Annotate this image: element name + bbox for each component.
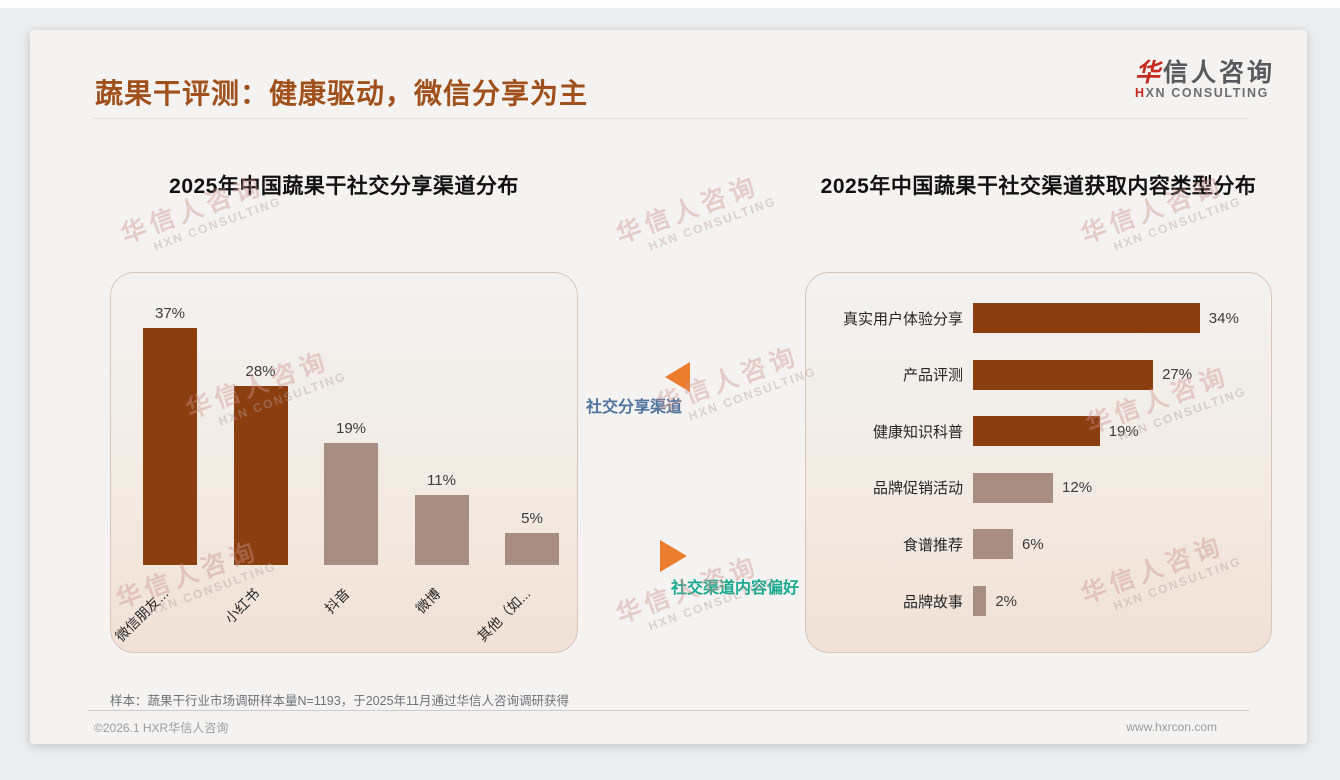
brand-watermark: 华信人咨询 HXN CONSULTING [612, 171, 779, 253]
chart-row: 品牌故事 2% [806, 586, 1271, 616]
bar-value-label: 6% [1022, 535, 1044, 553]
bar-品牌故事 [973, 586, 987, 616]
sample-note: 样本：蔬果干行业市场调研样本量N=1193，于2025年11月通过华信人咨询调研… [110, 694, 569, 708]
category-label: 微信朋友... [112, 585, 172, 645]
logo-chinese-text: 华信人咨询 [1134, 59, 1275, 87]
bar-微博 [414, 494, 469, 565]
chart-row: 健康知识科普 19% [806, 416, 1271, 447]
category-label: 食谱推荐 [902, 536, 963, 554]
bar-真实用户体验分享 [973, 303, 1200, 333]
share-channel-annotation: 社交分享渠道 [586, 399, 683, 416]
content-preference-annotation: 社交渠道内容偏好 [671, 580, 800, 597]
chart-row: 品牌促销活动 12% [806, 472, 1271, 503]
bar-value-label: 28% [245, 362, 276, 380]
content-type-chart-panel: 真实用户体验分享 34% 产品评测 27% 健康知识科普 19% 品牌促销活动 12% 食谱推荐… [805, 272, 1272, 653]
chart-row: 产品评测 27% [806, 359, 1271, 390]
logo-english-text: HXN CONSULTING [1134, 86, 1269, 100]
category-label: 小红书 [221, 585, 263, 627]
chart-row: 食谱推荐 6% [806, 529, 1271, 560]
bar-value-label: 27% [1162, 366, 1193, 384]
bar-value-label: 34% [1208, 309, 1239, 327]
category-label: 真实用户体验分享 [842, 310, 963, 328]
bar-value-label: 12% [1062, 479, 1093, 497]
category-label: 健康知识科普 [872, 423, 963, 441]
bar-value-label: 5% [521, 510, 543, 527]
bar-食谱推荐 [973, 529, 1014, 560]
bar-抖音 [324, 443, 378, 565]
bar-value-label: 37% [154, 305, 186, 323]
header-divider [93, 118, 1247, 119]
left-arrow-icon [665, 362, 690, 392]
right-arrow-icon [660, 540, 687, 572]
footer-divider [88, 710, 1249, 711]
category-label: 抖音 [321, 585, 353, 617]
page-top-strip [0, 0, 1340, 8]
category-label: 品牌故事 [902, 593, 963, 611]
right-chart-title: 2025年中国蔬果干社交渠道获取内容类型分布 [820, 175, 1257, 198]
category-label: 微博 [412, 585, 444, 617]
category-label: 其他（如... [474, 585, 534, 645]
bar-健康知识科普 [973, 416, 1100, 447]
bar-value-label: 19% [1108, 422, 1139, 440]
category-label: 产品评测 [902, 367, 963, 385]
bar-产品评测 [973, 359, 1154, 390]
page-title: 蔬果干评测：健康驱动，微信分享为主 [95, 78, 589, 109]
website-url: www.hxrcon.com [1126, 720, 1217, 734]
category-label: 品牌促销活动 [872, 480, 963, 498]
bar-value-label: 11% [427, 471, 456, 489]
left-chart-title: 2025年中国蔬果干社交分享渠道分布 [169, 175, 519, 198]
chart-row: 真实用户体验分享 34% [806, 303, 1271, 333]
bar-value-label: 19% [335, 420, 367, 438]
bar-品牌促销活动 [973, 472, 1054, 503]
bar-小红书 [233, 385, 288, 565]
bar-其他（如... [505, 533, 559, 565]
share-channel-chart-panel: 37% 微信朋友... 28% 小红书 19% 抖音 11% 微博 5% 其他（如... [110, 272, 578, 653]
copyright-text: ©2026.1 HXR华信人咨询 [94, 721, 229, 735]
bar-value-label: 2% [995, 592, 1018, 610]
bar-微信朋友... [143, 328, 197, 565]
company-logo: 华信人咨询 HXN CONSULTING [1135, 60, 1275, 101]
slide-card: 蔬果干评测：健康驱动，微信分享为主 华信人咨询 HXN CONSULTING 2… [30, 30, 1307, 744]
